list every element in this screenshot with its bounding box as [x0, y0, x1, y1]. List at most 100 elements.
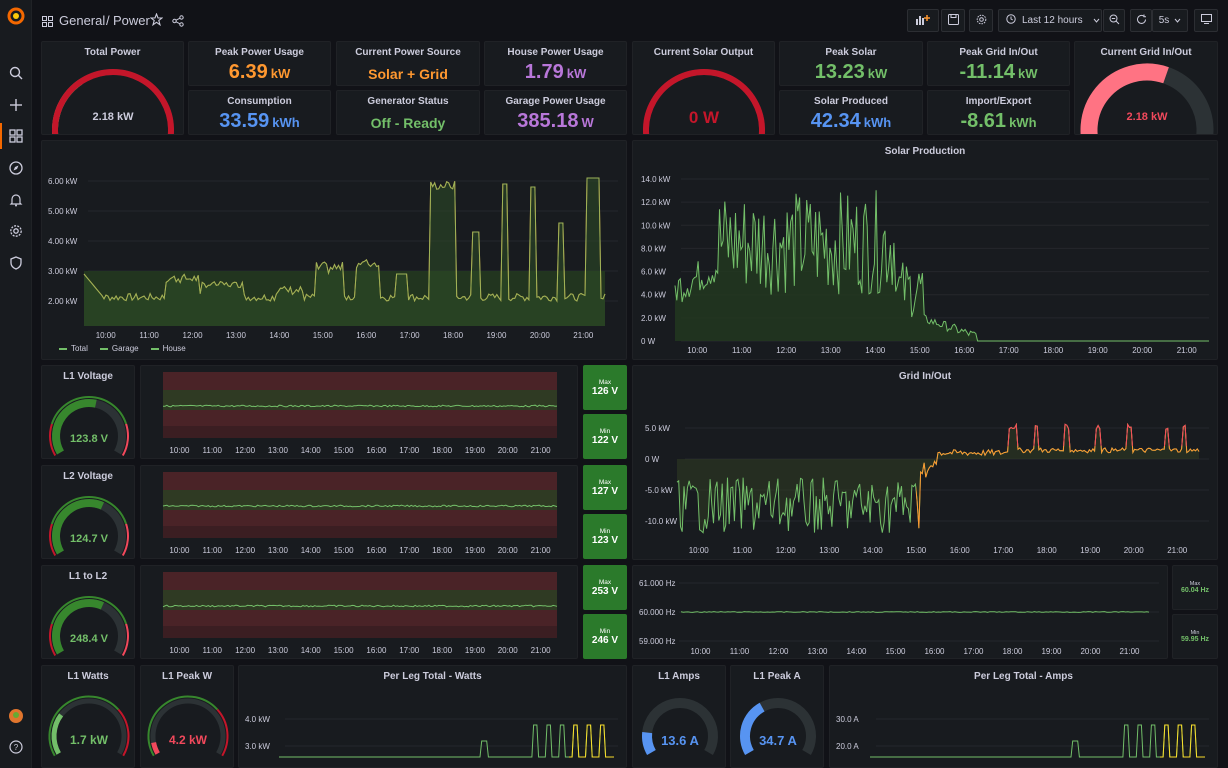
- grid-area: [677, 424, 1199, 533]
- gauge-value: 2.18 kW: [93, 111, 135, 123]
- x-tick-label: 18:00: [1037, 546, 1058, 555]
- panel-title: L2 Voltage: [63, 471, 113, 482]
- solar-produced-panel[interactable]: Solar Produced 42.34 kWh: [779, 90, 923, 135]
- explore-compass-icon[interactable]: [6, 158, 26, 178]
- x-tick-label: 15:00: [334, 446, 355, 455]
- dashboards-grid-icon[interactable]: [42, 14, 53, 32]
- x-tick-label: 12:00: [235, 446, 256, 455]
- legend-house[interactable]: House: [150, 344, 186, 353]
- house-power-usage-panel[interactable]: House Power Usage 1.79 kW: [484, 41, 627, 86]
- y-tick-label: 6.0 kW: [641, 268, 666, 277]
- voltage-gauge-panel[interactable]: L2 Voltage 124.7 V: [41, 465, 135, 559]
- threshold-band-ok: [147, 695, 219, 757]
- panel-title: Peak Power Usage: [215, 47, 304, 58]
- x-tick-label: 19:00: [465, 546, 486, 555]
- x-tick-label: 12:00: [768, 647, 789, 656]
- panel-title: Solar Produced: [814, 96, 888, 107]
- alerting-bell-icon[interactable]: [6, 190, 26, 210]
- peak-power-usage-panel[interactable]: Peak Power Usage 6.39 kW: [188, 41, 331, 86]
- search-icon[interactable]: [6, 63, 26, 83]
- voltage-chart-panel[interactable]: 10:00 11:00 12:00 13:00 14:00 15:00 16:00 17:00…: [140, 365, 578, 459]
- threshold-low-band: [163, 410, 557, 426]
- gauge-fill: [52, 499, 105, 555]
- per-leg-watts-panel[interactable]: Per Leg Total - Watts 4.0 kW 3.0 kW: [238, 665, 627, 768]
- x-tick-label: 13:00: [821, 346, 842, 355]
- x-tick-label: 20:00: [1080, 647, 1101, 656]
- y-tick-label: 10.0 kW: [641, 221, 671, 230]
- voltage-max-box: Max 253 V: [583, 565, 627, 610]
- shield-icon[interactable]: [6, 253, 26, 273]
- x-tick-label: 18:00: [432, 446, 453, 455]
- l1-watts-panel[interactable]: L1 Watts 1.7 kW: [41, 665, 135, 768]
- voltage-chart-panel[interactable]: 10:00 11:00 12:00 13:00 14:00 15:00 16:00 17:00…: [140, 565, 578, 659]
- x-tick-label: 12:00: [235, 646, 256, 655]
- grafana-logo-icon[interactable]: [6, 6, 26, 26]
- tv-mode-button[interactable]: [1194, 9, 1218, 32]
- x-tick-label: 20:00: [498, 646, 519, 655]
- stat-value: 33.59 kWh: [219, 110, 300, 132]
- legend-total[interactable]: Total: [59, 344, 88, 353]
- configuration-gear-icon[interactable]: [6, 221, 26, 241]
- share-icon[interactable]: [172, 14, 184, 32]
- l1-peak-w-panel[interactable]: L1 Peak W 4.2 kW: [140, 665, 234, 768]
- x-tick-label: 11:00: [203, 446, 223, 455]
- save-dashboard-button[interactable]: [941, 9, 965, 32]
- threshold-low-band-2: [163, 426, 557, 438]
- per-leg-watts-chart: 4.0 kW 3.0 kW: [245, 715, 618, 758]
- current-grid-panel[interactable]: Current Grid In/Out 2.18 kW: [1074, 41, 1218, 135]
- refresh-interval-picker[interactable]: 5s: [1152, 9, 1188, 32]
- solar-series-line: [674, 190, 1209, 342]
- grid-in-out-panel[interactable]: Grid In/Out 5.0 kW 0 W -5.0 kW -10.0 kW 10:0…: [632, 365, 1218, 560]
- y-tick-label: 5.0 kW: [645, 424, 670, 433]
- import-export-panel[interactable]: Import/Export -8.61 kWh: [927, 90, 1070, 135]
- l1-peak-a-panel[interactable]: L1 Peak A 34.7 A: [730, 665, 824, 768]
- generator-status-panel[interactable]: Generator Status Off - Ready: [336, 90, 480, 135]
- gauge-value: 123.8 V: [70, 433, 109, 445]
- plus-icon[interactable]: [6, 95, 26, 115]
- current-solar-output-panel[interactable]: Current Solar Output 0 W: [632, 41, 775, 135]
- solar-production-panel[interactable]: Solar Production 14.0 kW 12.0 kW 10.0 kW 8.…: [632, 140, 1218, 360]
- y-tick-label: 6.00 kW: [48, 177, 78, 186]
- y-tick-label: 0 W: [641, 337, 656, 346]
- breadcrumb-dashboard[interactable]: Power: [113, 13, 150, 28]
- peak-solar-panel[interactable]: Peak Solar 13.23 kW: [779, 41, 923, 86]
- threshold-low-band-2: [163, 626, 557, 638]
- dashboard-settings-button[interactable]: [969, 9, 993, 32]
- total-power-panel[interactable]: Total Power 2.18 kW: [41, 41, 184, 135]
- frequency-min-box: Min 59.95 Hz: [1172, 614, 1218, 659]
- per-leg-amps-panel[interactable]: Per Leg Total - Amps 30.0 A 20.0 A: [829, 665, 1218, 768]
- refresh-button[interactable]: [1130, 9, 1152, 32]
- panel-title: Grid In/Out: [898, 371, 952, 382]
- legend-garage[interactable]: Garage: [99, 344, 139, 353]
- consumption-panel[interactable]: Consumption 33.59 kWh: [188, 90, 331, 135]
- threshold-band-high: [121, 423, 129, 456]
- garage-power-usage-panel[interactable]: Garage Power Usage 385.18 W: [484, 90, 627, 135]
- zoom-out-button[interactable]: [1103, 9, 1125, 32]
- x-tick-label: 15:00: [885, 647, 906, 656]
- x-tick-label: 12:00: [235, 546, 256, 555]
- add-panel-button[interactable]: [907, 9, 939, 32]
- panel-title: Peak Solar: [825, 47, 877, 58]
- threshold-band-ok: [50, 496, 128, 525]
- threshold-high-band: [163, 472, 557, 490]
- user-avatar[interactable]: [6, 706, 26, 726]
- total-series-line: [83, 177, 606, 303]
- zoom-out-icon: [1109, 14, 1120, 28]
- frequency-panel[interactable]: 61.000 Hz 60.000 Hz 59.000 Hz 10:00 11:00 12:…: [632, 565, 1168, 659]
- breadcrumb-folder[interactable]: General: [59, 13, 106, 28]
- voltage-gauge-panel[interactable]: L1 to L2 248.4 V: [41, 565, 135, 659]
- current-power-source-panel[interactable]: Current Power Source Solar + Grid: [336, 41, 480, 86]
- time-range-picker[interactable]: Last 12 hours: [998, 9, 1102, 32]
- help-icon[interactable]: ?: [6, 737, 26, 757]
- panel-title: L1 to L2: [68, 571, 108, 582]
- peak-grid-panel[interactable]: Peak Grid In/Out -11.14 kW: [927, 41, 1070, 86]
- power-usage-chart-panel[interactable]: 6.00 kW 5.00 kW 4.00 kW 3.00 kW 2.00 kW 10:00…: [41, 140, 627, 360]
- dashboards-icon[interactable]: [6, 126, 26, 146]
- voltage-gauge-panel[interactable]: L1 Voltage 123.8 V: [41, 365, 135, 459]
- voltage-min-box: Min 246 V: [583, 614, 627, 659]
- voltage-chart-panel[interactable]: 10:00 11:00 12:00 13:00 14:00 15:00 16:00 17:00…: [140, 465, 578, 559]
- voltage-chart: 10:00 11:00 12:00 13:00 14:00 15:00 16:00 17:00…: [162, 372, 558, 455]
- star-icon[interactable]: [149, 12, 164, 31]
- x-tick-label: 15:00: [334, 546, 355, 555]
- l1-amps-panel[interactable]: L1 Amps 13.6 A: [632, 665, 726, 768]
